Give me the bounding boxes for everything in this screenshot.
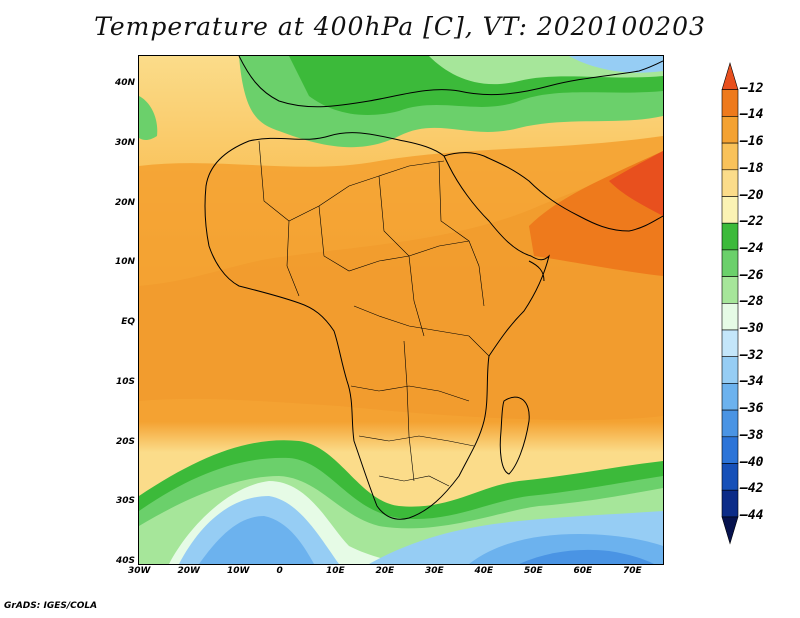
madagascar-outline [499,396,530,475]
colorbar-level-label: –38 [740,427,764,443]
lat-tick-label: EQ [121,317,135,327]
south-cold-core-a [199,516,314,564]
colorbar-level-label: –12 [740,80,764,96]
lat-tick-label: 20N [114,197,135,208]
hot-zone-core [609,151,663,216]
map-title: Temperature at 400hPa [C], VT: 202010020… [94,12,706,41]
lon-tick-label: 70E [623,566,642,576]
lat-tick-label: 10N [114,257,135,268]
colorbar-level-label: –32 [740,347,764,363]
colorbar-level-label: –36 [740,401,764,417]
west-cool-patch [139,96,158,141]
lat-tick-label: 20S [115,436,135,447]
colorbar-level-label: –42 [740,481,764,497]
colorbar-level-label: –40 [740,454,764,470]
horn-coast [528,260,545,282]
colorbar-swatch [721,116,739,144]
colorbar-swatch [721,61,739,91]
colorbar-swatch [721,356,739,384]
border-sahara-north [258,140,445,222]
lat-tick-label: 10S [115,376,135,387]
lon-tick-label: 0 [276,566,283,576]
lon-tick-label: 30E [425,566,444,576]
colorbar-swatch [721,249,739,277]
coastlines [204,56,663,520]
arabia-outline [443,152,663,232]
colorbar-swatch [721,276,739,304]
africa-outline [204,132,550,520]
colorbar-level-label: –26 [740,267,764,283]
lon-tick-label: 60E [573,566,593,576]
colorbar-swatches [721,61,739,545]
colorbar-level-label: –22 [740,214,764,230]
lon-tick-label: 20W [177,566,200,576]
lat-tick-label: 30S [115,496,135,507]
colorbar-swatch [721,222,739,251]
lat-tick-label: 40N [114,78,135,88]
lon-tick-label: 30W [128,566,151,576]
colorbar-level-label: –28 [740,294,764,310]
border-equator [353,305,490,357]
temperature-map [138,55,664,565]
colorbar-level-label: –44 [740,507,764,523]
lon-tick-label: 40E [474,566,494,576]
lat-tick-label: 30N [114,137,135,148]
colorbar-swatch [721,436,739,464]
map-canvas [139,56,663,564]
lon-tick-label: 10W [227,566,250,576]
warm-core [139,156,663,421]
south-cold-core-c [519,549,654,564]
border-meridian [403,340,415,482]
colorbar-level-label: –14 [740,107,764,123]
colorbar-swatch [721,516,739,545]
colorbar-swatch [721,169,739,197]
europe-coast [238,56,663,108]
border-sahel [318,205,470,272]
colorbar-level-label: –18 [740,160,764,176]
colorbar-swatch [721,463,739,491]
colorbar-level-label: –16 [740,134,764,150]
colorbar-swatch [721,489,739,518]
credit-text: GrADS: IGES/COLA [4,601,98,611]
colorbar-level-label: –24 [740,240,764,256]
colorbar-swatch [721,409,739,438]
lon-tick-label: 20E [375,566,395,576]
colorbar-level-label: –30 [740,321,764,336]
border-south-b [358,435,475,447]
colorbar-swatch [721,383,739,411]
colorbar-swatch [721,329,739,358]
colorbar-level-label: –20 [740,187,764,203]
border-east [438,160,485,307]
border-south-a [350,385,470,402]
border-central [378,175,425,337]
north-cold-core [569,56,663,73]
country-borders [258,140,490,487]
lon-tick-label: 50E [524,566,543,576]
lat-tick-label: 40S [115,556,135,566]
border-south-c [378,475,450,487]
colorbar-swatch [721,303,739,331]
colorbar-level-label: –34 [740,374,764,390]
colorbar [720,58,740,562]
border-west [286,220,300,297]
lon-tick-label: 10E [326,566,345,576]
colorbar-swatch [721,196,739,224]
colorbar-swatch [721,89,739,117]
colorbar-swatch [721,142,739,171]
